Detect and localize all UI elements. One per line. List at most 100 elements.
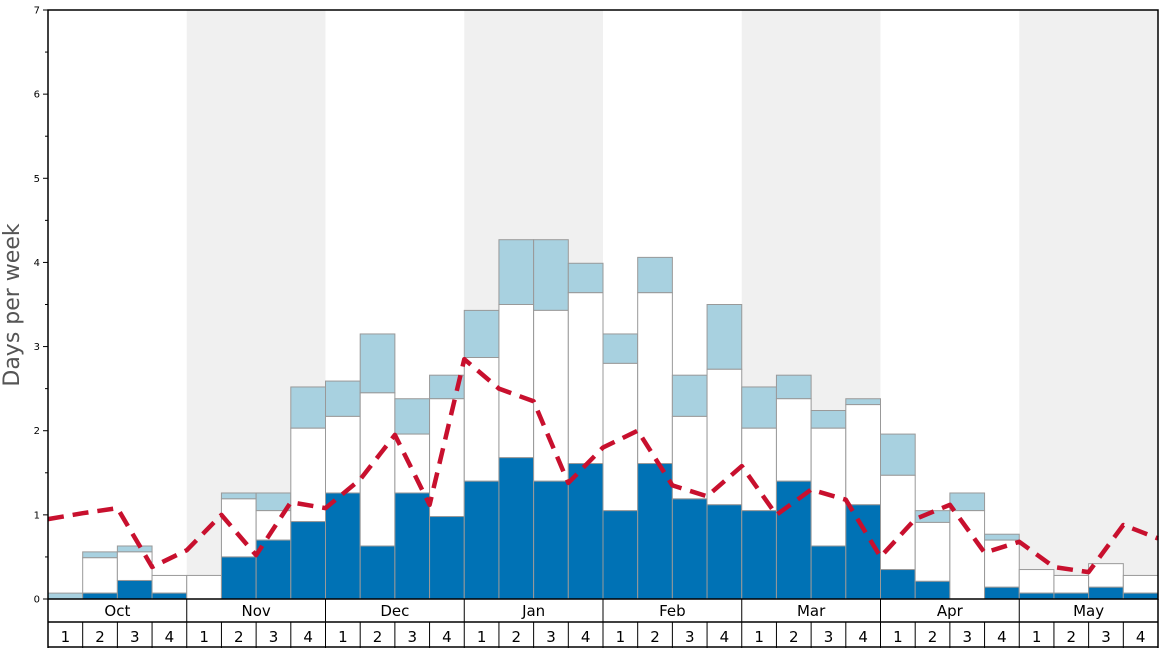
bar-light-0: [47, 592, 84, 600]
bar-light-15: [567, 262, 604, 294]
y-tick-label-6: 6: [34, 90, 40, 101]
bar-light-21: [775, 374, 812, 400]
week-label-27: 4: [997, 628, 1007, 646]
month-label-jan: Jan: [521, 602, 545, 620]
bar-white-3: [151, 574, 188, 594]
bar-dark-9: [359, 545, 396, 600]
bar-light-9: [359, 333, 396, 394]
bar-dark-16: [602, 510, 639, 600]
bar-light-16: [602, 333, 639, 364]
bar-white-21: [775, 398, 812, 482]
bar-dark-25: [914, 580, 951, 600]
week-label-2: 3: [130, 628, 140, 646]
trend-line-layer: [47, 356, 1159, 575]
month-label-dec: Dec: [380, 602, 409, 620]
bar-white-13: [498, 304, 535, 459]
week-label-0: 1: [61, 628, 71, 646]
week-label-6: 3: [269, 628, 279, 646]
bar-dark-5: [220, 556, 257, 600]
week-label-24: 1: [893, 628, 903, 646]
bar-white-31: [1122, 574, 1159, 594]
bar-white-28: [1018, 569, 1055, 594]
week-label-15: 4: [581, 628, 591, 646]
bar-white-25: [914, 521, 951, 582]
bar-light-27: [984, 533, 1020, 541]
bar-light-2: [116, 545, 153, 553]
bar-white-29: [1053, 574, 1090, 594]
bar-dark-31: [1122, 592, 1159, 600]
y-tick-label-4: 4: [34, 258, 40, 269]
week-label-28: 1: [1032, 628, 1042, 646]
y-axis-label: Days per week: [0, 223, 25, 386]
week-label-26: 3: [962, 628, 972, 646]
bar-dark-12: [463, 480, 500, 600]
week-label-30: 3: [1101, 628, 1111, 646]
bar-light-19: [706, 304, 743, 370]
y-tick-label-2: 2: [34, 426, 40, 437]
bar-light-13: [498, 239, 535, 306]
y-tick-label-3: 3: [34, 342, 40, 353]
week-label-29: 2: [1067, 628, 1077, 646]
bar-dark-7: [290, 521, 326, 600]
bar-white-16: [602, 362, 639, 512]
bar-light-22: [810, 410, 847, 429]
trend-line: [47, 356, 1159, 575]
bar-white-23: [845, 404, 881, 506]
week-label-23: 4: [858, 628, 868, 646]
bar-light-24: [880, 433, 916, 476]
x-axis-table: Oct Nov Dec Jan Feb Mar Apr May 1 2 3 4 1 2 3 4 1 2 3 4 1 2 3 4…: [47, 599, 1159, 648]
bar-white-20: [741, 427, 777, 512]
bar-light-8: [325, 380, 361, 417]
bar-dark-18: [671, 498, 708, 600]
bar-dark-3: [151, 592, 188, 600]
bar-white-8: [325, 415, 361, 494]
bar-dark-13: [498, 457, 535, 600]
bar-white-17: [637, 292, 673, 465]
week-label-1: 2: [95, 628, 105, 646]
bar-dark-1: [82, 592, 118, 600]
month-label-may: May: [1073, 602, 1104, 620]
bar-dark-21: [775, 480, 812, 600]
bars: [47, 239, 1159, 600]
bar-light-5: [220, 492, 257, 500]
bar-white-1: [82, 557, 118, 594]
bar-white-5: [220, 498, 257, 558]
week-label-31: 4: [1136, 628, 1146, 646]
bar-light-17: [637, 256, 673, 294]
bar-white-7: [290, 427, 326, 523]
week-label-17: 2: [650, 628, 660, 646]
bar-dark-27: [984, 586, 1020, 600]
week-label-4: 1: [199, 628, 209, 646]
bar-light-18: [671, 374, 708, 417]
month-shade-may: [1019, 10, 1158, 599]
bar-white-11: [429, 398, 465, 518]
bar-white-22: [810, 427, 847, 547]
bar-dark-15: [567, 463, 604, 600]
week-label-18: 3: [685, 628, 695, 646]
bar-light-26: [949, 492, 986, 512]
bar-dark-28: [1018, 592, 1055, 600]
month-label-mar: Mar: [797, 602, 826, 620]
week-label-7: 4: [303, 628, 313, 646]
bar-dark-20: [741, 510, 777, 600]
month-label-oct: Oct: [104, 602, 130, 620]
week-label-8: 1: [338, 628, 348, 646]
bar-dark-29: [1053, 592, 1090, 600]
y-tick-label-5: 5: [34, 174, 40, 185]
bar-light-23: [845, 398, 881, 406]
bar-light-20: [741, 386, 777, 429]
y-tick-label-7: 7: [34, 6, 40, 17]
week-label-12: 1: [477, 628, 487, 646]
bar-white-14: [533, 309, 569, 482]
bar-white-19: [706, 368, 743, 506]
bar-light-1: [82, 551, 118, 559]
week-label-5: 2: [234, 628, 244, 646]
bar-white-15: [567, 292, 604, 465]
bar-dark-10: [394, 492, 431, 600]
bar-dark-19: [706, 504, 743, 600]
week-label-13: 2: [512, 628, 522, 646]
week-label-11: 4: [442, 628, 452, 646]
bar-dark-22: [810, 545, 847, 600]
week-label-21: 2: [789, 628, 799, 646]
